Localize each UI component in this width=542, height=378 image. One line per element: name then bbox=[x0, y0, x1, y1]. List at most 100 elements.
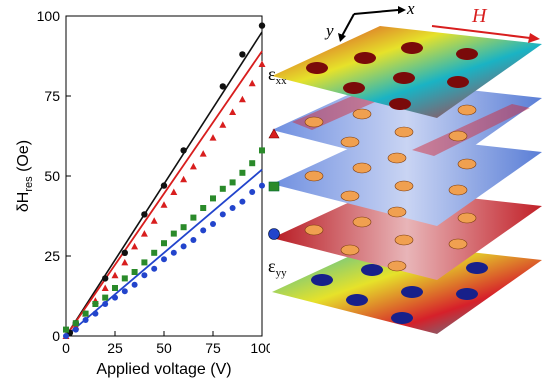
data-point bbox=[141, 259, 148, 266]
data-point bbox=[141, 211, 148, 218]
xy-axes-icon bbox=[341, 9, 399, 37]
field-label: H bbox=[471, 5, 488, 27]
x-tick-label: 50 bbox=[156, 340, 172, 356]
y-arrowhead bbox=[338, 33, 346, 42]
map-layer-square bbox=[272, 134, 542, 226]
data-point bbox=[160, 201, 168, 208]
data-point bbox=[259, 182, 265, 189]
data-point bbox=[258, 60, 266, 67]
data-point bbox=[161, 240, 167, 247]
y-axis-label: δHres (Oe) bbox=[15, 140, 35, 212]
data-point bbox=[131, 269, 138, 275]
data-point bbox=[121, 275, 128, 282]
data-point bbox=[189, 162, 197, 170]
y-tick-label: 100 bbox=[37, 8, 61, 24]
data-point bbox=[131, 281, 138, 288]
data-point bbox=[121, 288, 128, 295]
data-point bbox=[219, 185, 226, 192]
data-point bbox=[258, 22, 266, 29]
data-point bbox=[72, 326, 79, 333]
data-point bbox=[199, 150, 207, 157]
data-point bbox=[219, 121, 227, 128]
x-tick-label: 100 bbox=[250, 340, 270, 356]
data-point bbox=[102, 294, 109, 301]
data-point bbox=[170, 230, 177, 237]
data-point bbox=[151, 249, 158, 256]
square-marker bbox=[268, 181, 280, 192]
data-point bbox=[82, 317, 89, 323]
data-point bbox=[170, 188, 178, 195]
voltage-chart: 0 25 50 75 100 0 25 50 75 100 Applied voltage (V… bbox=[15, 8, 270, 378]
data-point bbox=[229, 179, 236, 186]
data-point bbox=[141, 272, 148, 279]
data-point bbox=[219, 211, 226, 218]
data-marks bbox=[62, 22, 266, 339]
data-point bbox=[121, 249, 128, 256]
x-ticks: 0 25 50 75 100 bbox=[62, 331, 270, 356]
data-point bbox=[160, 182, 168, 189]
data-point bbox=[92, 301, 99, 307]
y-tick-label: 25 bbox=[44, 248, 60, 264]
data-point bbox=[140, 230, 148, 237]
data-point bbox=[102, 301, 109, 307]
data-point bbox=[63, 333, 69, 339]
x-tick-label: 75 bbox=[205, 340, 221, 356]
fit-line bbox=[65, 168, 263, 337]
data-point bbox=[229, 205, 236, 211]
map-layer-triangle bbox=[272, 80, 542, 172]
data-point bbox=[170, 249, 177, 256]
strain-maps: x y H εxx εyy bbox=[268, 0, 542, 334]
data-point bbox=[111, 271, 119, 279]
data-point bbox=[239, 51, 246, 58]
data-point bbox=[248, 79, 256, 87]
data-point bbox=[102, 275, 109, 282]
plot-frame bbox=[65, 15, 263, 337]
y-tick-label: 50 bbox=[44, 168, 60, 184]
exx-label: εxx bbox=[268, 64, 287, 87]
y-axis-name: y bbox=[324, 21, 334, 40]
data-point bbox=[249, 160, 256, 167]
data-point bbox=[190, 237, 197, 243]
data-point bbox=[249, 189, 256, 195]
data-point bbox=[112, 294, 118, 301]
data-point bbox=[131, 242, 139, 250]
data-point bbox=[150, 217, 158, 224]
eyy-label: εyy bbox=[268, 256, 287, 279]
data-point bbox=[219, 83, 226, 90]
data-point bbox=[92, 310, 99, 317]
data-point bbox=[209, 134, 217, 141]
data-point bbox=[180, 175, 188, 183]
data-point bbox=[239, 198, 246, 205]
data-point bbox=[229, 108, 237, 115]
x-tick-label: 0 bbox=[62, 340, 70, 356]
data-point bbox=[210, 221, 216, 227]
data-point bbox=[210, 195, 216, 202]
data-point bbox=[161, 256, 167, 263]
data-point bbox=[259, 147, 265, 154]
data-point bbox=[82, 310, 89, 317]
fit-line bbox=[65, 50, 263, 337]
data-point bbox=[121, 258, 129, 266]
x-axis-name: x bbox=[406, 0, 415, 18]
data-point bbox=[112, 285, 118, 291]
data-point bbox=[63, 326, 69, 333]
x-arrowhead bbox=[398, 6, 406, 14]
data-point bbox=[200, 205, 207, 211]
x-axis-label: Applied voltage (V) bbox=[96, 361, 231, 378]
data-point bbox=[180, 243, 187, 250]
data-point bbox=[72, 320, 79, 327]
map-layer-exx bbox=[272, 26, 542, 118]
data-point bbox=[151, 265, 158, 272]
triangle-marker bbox=[268, 128, 280, 139]
data-point bbox=[180, 147, 187, 154]
field-arrow bbox=[431, 25, 540, 43]
data-point bbox=[239, 169, 246, 176]
y-tick-label: 75 bbox=[44, 88, 60, 104]
data-point bbox=[190, 214, 197, 221]
y-ticks: 0 25 50 75 100 bbox=[37, 8, 71, 344]
circle-marker bbox=[268, 228, 280, 240]
data-point bbox=[200, 227, 207, 234]
x-tick-label: 25 bbox=[107, 340, 123, 356]
data-point bbox=[101, 284, 109, 291]
